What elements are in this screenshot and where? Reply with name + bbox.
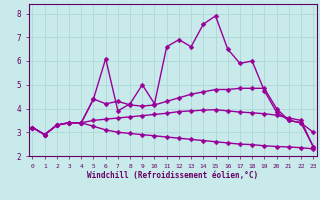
X-axis label: Windchill (Refroidissement éolien,°C): Windchill (Refroidissement éolien,°C) <box>87 171 258 180</box>
